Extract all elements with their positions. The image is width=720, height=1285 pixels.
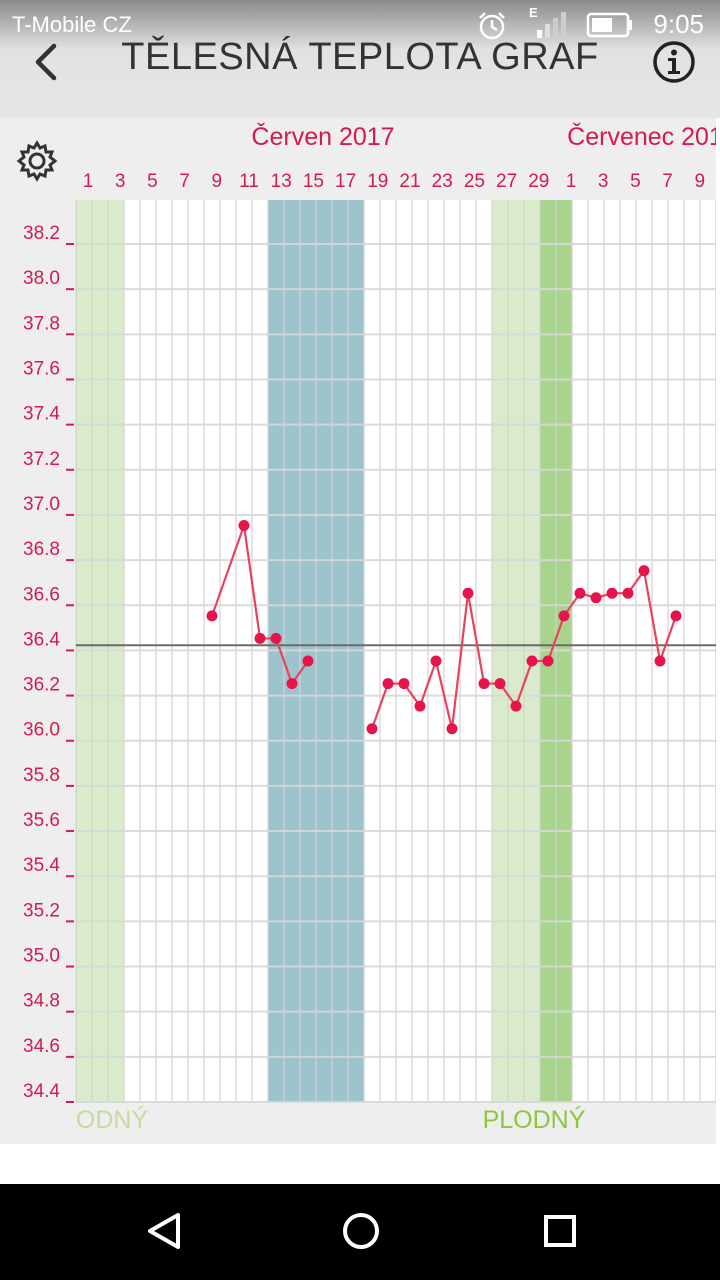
- x-tick-label: 5: [147, 171, 158, 192]
- x-tick-label: 11: [239, 171, 259, 192]
- battery-icon: [586, 12, 632, 38]
- network-type-label: E: [529, 5, 538, 20]
- recents-square-icon: [544, 1215, 576, 1247]
- data-point: [510, 700, 522, 712]
- y-tick-label: 34.4: [23, 1081, 60, 1102]
- data-point: [446, 723, 458, 735]
- x-tick-label: 9: [212, 171, 223, 192]
- data-point: [638, 565, 650, 577]
- signal-icon: [537, 12, 566, 38]
- x-tick-label: 5: [630, 171, 641, 192]
- data-point: [254, 632, 266, 644]
- data-point: [606, 587, 618, 599]
- x-tick-label: 15: [303, 171, 324, 192]
- y-tick-label: 35.6: [23, 810, 60, 831]
- y-tick-label: 35.2: [23, 900, 60, 921]
- x-tick-label: 1: [566, 171, 577, 192]
- data-point: [542, 655, 554, 667]
- data-point: [526, 655, 538, 667]
- x-tick-label: 3: [115, 171, 126, 192]
- x-tick-label: 23: [432, 171, 453, 192]
- data-point: [590, 592, 602, 604]
- x-tick-label: 9: [695, 171, 706, 192]
- y-tick-label: 36.4: [23, 629, 60, 650]
- y-tick-label: 36.0: [23, 720, 60, 741]
- data-point: [622, 587, 634, 599]
- x-tick-label: 25: [464, 171, 485, 192]
- info-button[interactable]: [652, 40, 696, 84]
- x-tick-label: 7: [179, 171, 190, 192]
- y-tick-label: 37.2: [23, 449, 60, 470]
- x-tick-label: 27: [496, 171, 517, 192]
- x-tick-label: 1: [83, 171, 94, 192]
- data-point: [462, 587, 474, 599]
- month-label: Červen 2017: [251, 122, 394, 151]
- data-point: [670, 610, 682, 622]
- data-point: [494, 678, 506, 690]
- y-tick-label: 34.6: [23, 1036, 60, 1057]
- y-tick-label: 38.0: [23, 268, 60, 289]
- month-label: Červenec 201: [567, 122, 716, 151]
- y-tick-label: 37.8: [23, 313, 60, 334]
- data-point: [382, 678, 394, 690]
- nav-recents-button[interactable]: [515, 1184, 605, 1280]
- data-point: [478, 678, 490, 690]
- back-arrow-icon: [35, 43, 57, 81]
- y-tick-label: 36.8: [23, 539, 60, 560]
- data-point: [366, 723, 378, 735]
- x-tick-label: 21: [399, 171, 420, 192]
- carrier-name: T-Mobile CZ: [12, 12, 132, 37]
- data-point: [430, 655, 442, 667]
- y-tick-label: 34.8: [23, 991, 60, 1012]
- data-point: [398, 678, 410, 690]
- nav-back-button[interactable]: [118, 1184, 208, 1280]
- y-tick-label: 35.0: [23, 946, 60, 967]
- y-tick-label: 36.2: [23, 675, 60, 696]
- data-point: [206, 610, 218, 622]
- nav-home-button[interactable]: [316, 1184, 406, 1280]
- info-icon: [653, 41, 695, 83]
- clock: 9:05: [653, 9, 704, 39]
- y-tick-label: 37.6: [23, 358, 60, 379]
- x-tick-label: 19: [367, 171, 388, 192]
- y-tick-label: 35.4: [23, 855, 60, 876]
- y-tick-label: 38.2: [23, 223, 60, 244]
- data-point: [270, 632, 282, 644]
- x-tick-label: 13: [271, 171, 292, 192]
- page-title: TĚLESNÁ TEPLOTA GRAF: [121, 36, 599, 78]
- y-tick-label: 35.8: [23, 765, 60, 786]
- alarm-icon: [479, 12, 505, 40]
- y-tick-label: 37.4: [23, 404, 60, 425]
- data-point: [302, 655, 314, 667]
- home-circle-icon: [343, 1213, 379, 1249]
- fertile-label: PLODNÝ: [483, 1105, 586, 1134]
- data-point: [286, 678, 298, 690]
- gear-icon: [16, 140, 58, 182]
- x-tick-label: 7: [662, 171, 673, 192]
- data-point: [414, 700, 426, 712]
- navigation-bar: [0, 1184, 720, 1280]
- x-tick-label: 29: [528, 171, 549, 192]
- x-tick-label: 17: [335, 171, 356, 192]
- data-point: [238, 520, 250, 532]
- fertile-label: ODNÝ: [76, 1105, 149, 1134]
- y-tick-label: 36.6: [23, 584, 60, 605]
- settings-button[interactable]: [14, 138, 60, 184]
- x-tick-label: 3: [598, 171, 609, 192]
- data-point: [558, 610, 570, 622]
- data-point: [654, 655, 666, 667]
- back-triangle-icon: [148, 1213, 180, 1249]
- data-point: [574, 587, 586, 599]
- back-button[interactable]: [28, 40, 68, 84]
- y-tick-label: 37.0: [23, 494, 60, 515]
